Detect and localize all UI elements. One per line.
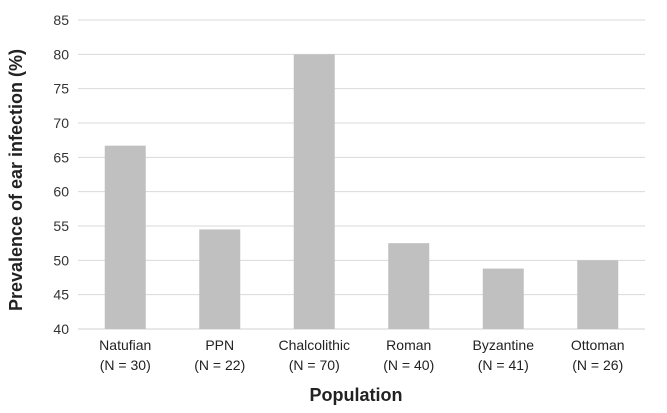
y-tick-label: 45 (53, 287, 69, 303)
y-tick-label: 40 (53, 321, 69, 337)
x-tick-sample-size: (N = 26) (572, 357, 623, 373)
gridlines (78, 19, 645, 330)
x-tick-label: Natufian (99, 337, 151, 353)
x-tick-labels: Natufian (N = 30) PPN (N = 22) Chalcolithic (… (99, 337, 624, 373)
y-tick-label: 60 (53, 184, 69, 200)
x-tick-label: Ottoman (571, 337, 625, 353)
bars (104, 54, 619, 329)
x-tick-sample-size: (N = 22) (194, 357, 245, 373)
y-tick-label: 65 (53, 149, 69, 165)
x-tick-sample-size: (N = 30) (100, 357, 151, 373)
bar-byzantine (482, 268, 524, 329)
bar-chalcolithic (293, 54, 335, 329)
x-axis-title: Population (310, 385, 403, 405)
x-tick-sample-size: (N = 70) (289, 357, 340, 373)
bar-ottoman (577, 260, 619, 329)
y-tick-label: 80 (53, 46, 69, 62)
x-tick-label: Roman (386, 337, 431, 353)
x-tick-label: Chalcolithic (278, 337, 350, 353)
x-tick-label: PPN (205, 337, 234, 353)
x-tick-sample-size: (N = 40) (383, 357, 434, 373)
bar-roman (388, 243, 430, 329)
bar-natufian (104, 145, 146, 329)
bar-ppn (199, 229, 241, 329)
x-tick-sample-size: (N = 41) (478, 357, 529, 373)
y-tick-label: 75 (53, 81, 69, 97)
y-tick-label: 70 (53, 115, 69, 131)
y-tick-label: 85 (53, 12, 69, 28)
y-tick-label: 50 (53, 252, 69, 268)
y-axis-title: Prevalence of ear infection (%) (6, 49, 26, 311)
x-tick-label: Byzantine (473, 337, 535, 353)
y-tick-labels: 40 45 50 55 60 65 70 75 80 85 (53, 12, 69, 337)
y-tick-label: 55 (53, 218, 69, 234)
